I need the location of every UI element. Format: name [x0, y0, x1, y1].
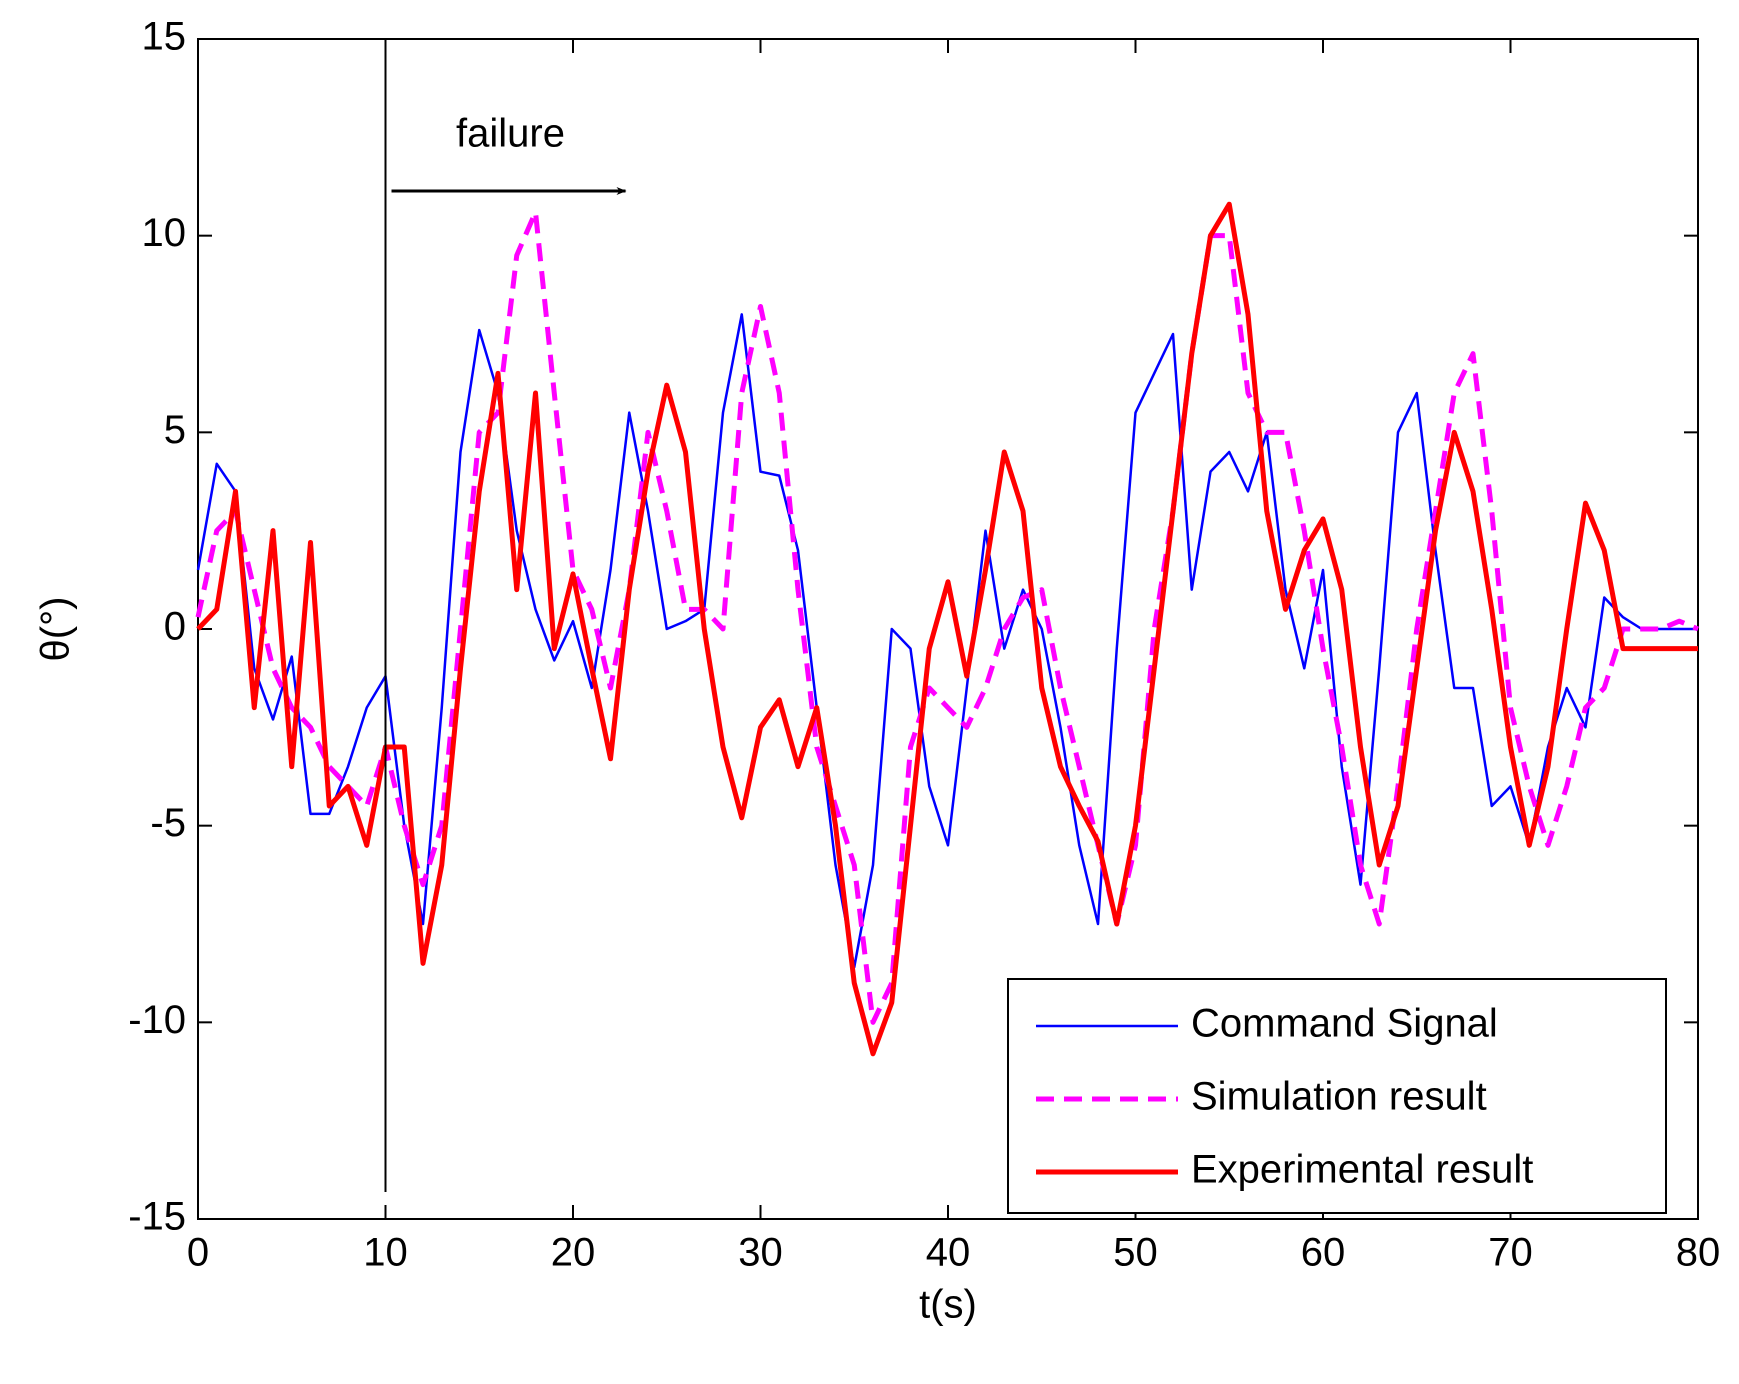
y-tick-label: -15: [128, 1195, 186, 1239]
x-tick-label: 50: [1113, 1231, 1158, 1275]
x-tick-label: 30: [738, 1231, 783, 1275]
legend-label: Command Signal: [1191, 1002, 1498, 1046]
legend: Command Signal Simulation result Experimen…: [1007, 978, 1667, 1214]
y-tick-label: 0: [164, 605, 186, 649]
series-line: [195, 209, 1699, 1025]
y-tick-label: -5: [150, 801, 186, 845]
x-tick-label: 10: [363, 1231, 408, 1275]
x-tick-label: 70: [1488, 1231, 1533, 1275]
x-axis-label: t(s): [919, 1283, 977, 1327]
x-tick-label: 80: [1676, 1231, 1721, 1275]
y-tick-label: -10: [128, 998, 186, 1042]
y-tick-label: 5: [164, 408, 186, 452]
series-line: [196, 313, 1698, 969]
legend-label: Experimental result: [1191, 1148, 1533, 1192]
x-tick-label: 60: [1301, 1231, 1346, 1275]
x-tick-label: 40: [926, 1231, 971, 1275]
y-tick-label: 10: [142, 211, 187, 255]
x-tick-label: 20: [551, 1231, 596, 1275]
legend-label: Simulation result: [1191, 1075, 1487, 1119]
x-tick-label: 0: [187, 1231, 209, 1275]
y-axis-label: θ(°): [34, 597, 78, 662]
series-line: [196, 201, 1698, 1057]
y-tick-label: 15: [142, 15, 187, 59]
annotation-text: failure: [456, 112, 565, 156]
